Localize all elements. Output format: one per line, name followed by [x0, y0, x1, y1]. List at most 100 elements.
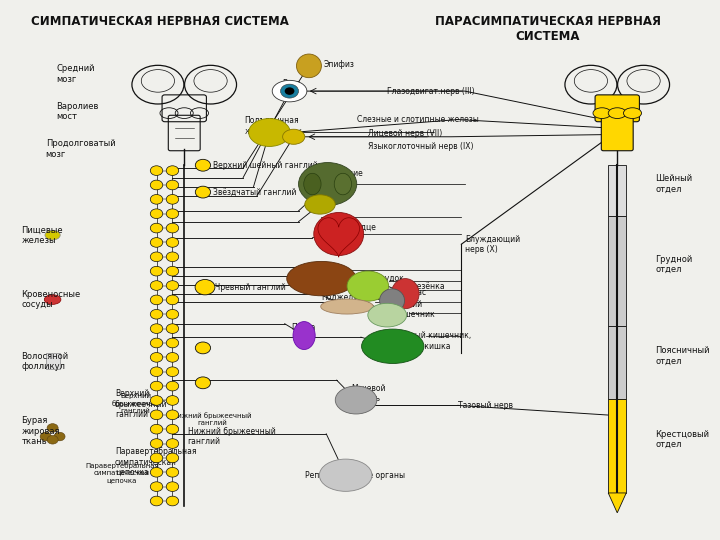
Text: Нижний брыжеечный
ганглий: Нижний брыжеечный ганглий: [172, 413, 252, 426]
Circle shape: [150, 194, 163, 204]
Ellipse shape: [379, 289, 405, 313]
Circle shape: [150, 166, 163, 176]
Circle shape: [166, 496, 179, 506]
Circle shape: [150, 338, 163, 348]
Text: Сердце: Сердце: [347, 222, 377, 232]
Circle shape: [195, 159, 210, 171]
Circle shape: [47, 435, 58, 444]
Circle shape: [166, 324, 179, 334]
Ellipse shape: [272, 80, 307, 102]
Circle shape: [150, 353, 163, 362]
Circle shape: [40, 432, 51, 441]
Circle shape: [150, 223, 163, 233]
Circle shape: [150, 266, 163, 276]
Text: Верхний
брыжеечный
ганглий: Верхний брыжеечный ганглий: [112, 393, 160, 414]
Circle shape: [166, 338, 179, 348]
Circle shape: [150, 381, 163, 391]
Circle shape: [150, 438, 163, 448]
Text: Желудок: Желудок: [368, 274, 405, 282]
Text: Слезные и слотипные железы: Слезные и слотипные железы: [357, 115, 480, 124]
Bar: [608, 217, 626, 326]
Ellipse shape: [624, 108, 642, 118]
Ellipse shape: [299, 163, 356, 206]
Circle shape: [166, 353, 179, 362]
Circle shape: [150, 309, 163, 319]
Ellipse shape: [283, 129, 305, 144]
Circle shape: [195, 280, 215, 295]
Text: Почка: Почка: [292, 323, 316, 332]
Ellipse shape: [392, 279, 419, 309]
Text: ПАРАСИМПАТИЧЕСКАЯ НЕРВНАЯ
СИСТЕМА: ПАРАСИМПАТИЧЕСКАЯ НЕРВНАЯ СИСТЕМА: [435, 15, 661, 43]
Bar: [45, 353, 60, 369]
Circle shape: [150, 496, 163, 506]
Text: СИМПАТИЧЕСКАЯ НЕРВНАЯ СИСТЕМА: СИМПАТИЧЕСКАЯ НЕРВНАЯ СИСТЕМА: [31, 15, 289, 28]
Ellipse shape: [248, 118, 290, 146]
Circle shape: [150, 209, 163, 219]
Bar: [608, 165, 626, 217]
Circle shape: [166, 367, 179, 376]
Circle shape: [284, 87, 294, 95]
Circle shape: [166, 438, 179, 448]
Ellipse shape: [320, 299, 374, 314]
Bar: [608, 399, 626, 493]
Text: Варолиев
мост: Варолиев мост: [56, 102, 99, 121]
Circle shape: [150, 410, 163, 420]
Text: Глаз: Глаз: [283, 78, 301, 87]
Polygon shape: [318, 218, 359, 257]
Ellipse shape: [45, 295, 61, 305]
Text: Поджелудочная: Поджелудочная: [321, 293, 387, 302]
Circle shape: [150, 281, 163, 291]
Circle shape: [166, 396, 179, 406]
Ellipse shape: [304, 173, 321, 195]
Text: Продолговатый
мозг: Продолговатый мозг: [45, 139, 115, 159]
Circle shape: [166, 266, 179, 276]
Circle shape: [166, 410, 179, 420]
Text: Верхний
брыжеечный
ганглий: Верхний брыжеечный ганглий: [115, 389, 168, 419]
Ellipse shape: [320, 459, 372, 491]
Circle shape: [150, 482, 163, 491]
Polygon shape: [608, 493, 626, 513]
Circle shape: [166, 209, 179, 219]
Text: Эпифиз: Эпифиз: [323, 60, 354, 69]
Circle shape: [54, 432, 65, 441]
Text: Звёздчатый ганглий: Звёздчатый ганглий: [213, 187, 297, 197]
Ellipse shape: [608, 108, 626, 118]
Text: Шейный
отдел: Шейный отдел: [655, 174, 693, 194]
Text: Тонкий
кишечник: Тонкий кишечник: [394, 300, 435, 320]
Text: Мочевой
пузырь: Мочевой пузырь: [351, 384, 386, 403]
Circle shape: [281, 84, 299, 98]
Text: Поясничный
отдел: Поясничный отдел: [655, 346, 710, 366]
Text: Верхний шейный ганглий: Верхний шейный ганглий: [213, 161, 318, 170]
Circle shape: [150, 324, 163, 334]
Circle shape: [166, 381, 179, 391]
Circle shape: [166, 424, 179, 434]
Ellipse shape: [334, 173, 351, 195]
Circle shape: [166, 180, 179, 190]
Text: Языкоглоточный нерв (IX): Языкоглоточный нерв (IX): [368, 142, 473, 151]
Text: Средний
мозг: Средний мозг: [56, 64, 94, 84]
Circle shape: [150, 295, 163, 305]
Text: Подъязычная
железа: Подъязычная железа: [245, 116, 299, 136]
Text: Пищевые
железы: Пищевые железы: [22, 225, 63, 245]
Ellipse shape: [287, 261, 356, 296]
Text: Лёгкие: Лёгкие: [335, 169, 364, 178]
Circle shape: [166, 295, 179, 305]
Circle shape: [195, 377, 210, 389]
Circle shape: [150, 252, 163, 262]
Text: Чревный ганглий: Чревный ганглий: [215, 283, 286, 292]
Circle shape: [166, 309, 179, 319]
Ellipse shape: [368, 303, 407, 327]
Text: Лицевой нерв (VII): Лицевой нерв (VII): [368, 129, 442, 138]
Bar: [608, 326, 626, 399]
Circle shape: [150, 396, 163, 406]
Ellipse shape: [593, 108, 611, 118]
Circle shape: [150, 424, 163, 434]
Circle shape: [150, 180, 163, 190]
Circle shape: [195, 342, 210, 354]
Circle shape: [166, 223, 179, 233]
Text: Крестцовый
отдел: Крестцовый отдел: [655, 429, 709, 449]
FancyBboxPatch shape: [595, 95, 639, 122]
Text: Глазодвигат.нерв (III): Глазодвигат.нерв (III): [387, 86, 475, 96]
Circle shape: [47, 424, 58, 432]
Circle shape: [166, 482, 179, 491]
